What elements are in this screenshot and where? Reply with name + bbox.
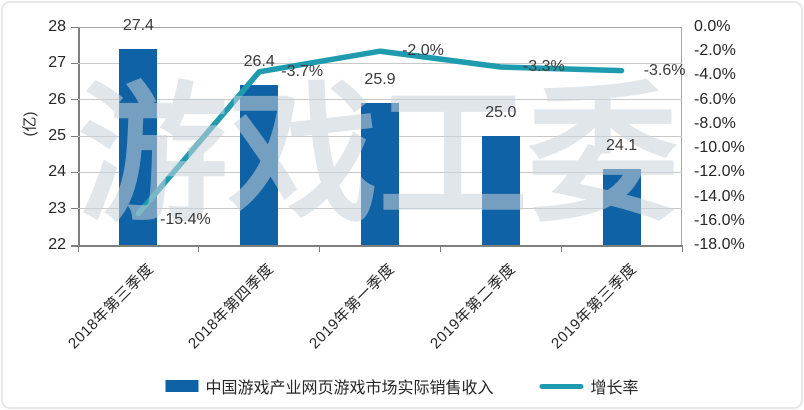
x-axis-tick-label: 2019年第一季度 (306, 260, 399, 353)
legend-item-growth: 增长率 (539, 374, 639, 398)
left-axis-tick-mark (71, 26, 78, 28)
legend-item-revenue: 中国游戏产业网页游戏市场实际销售收入 (165, 374, 494, 398)
left-axis-tick-mark (71, 208, 78, 210)
right-axis-tick-label: -12.0% (694, 163, 745, 181)
right-axis-tick-label: -8.0% (694, 114, 736, 132)
x-axis-line (71, 245, 682, 247)
line-point-label: -3.3% (522, 57, 565, 75)
left-axis-tick-label: 28 (48, 18, 66, 35)
x-axis-tick-mark (319, 245, 321, 252)
gridline (78, 62, 682, 64)
left-axis-tick-mark (71, 171, 78, 173)
left-axis-tick-label: 24 (48, 163, 66, 181)
right-axis-tick-label: -16.0% (694, 211, 745, 229)
right-axis-tick-label: 0.0% (694, 18, 731, 35)
watermark-text: 游戏工委 (77, 71, 678, 239)
bar-value-label: 24.1 (606, 136, 638, 154)
left-axis-tick-mark (71, 99, 78, 101)
bar-value-label: 25.0 (485, 104, 517, 121)
x-axis-tick-mark (439, 245, 441, 252)
x-axis-tick-label: 2018年第三季度 (64, 260, 157, 353)
line-point-label: -3.6% (643, 61, 686, 79)
right-axis-tick-label: -4.0% (694, 66, 736, 84)
x-axis-tick-label: 2019年第二季度 (426, 260, 519, 353)
bar-series-swatch (165, 380, 199, 392)
line-point-label: -15.4% (160, 210, 211, 228)
right-axis-tick-label: -14.0% (694, 187, 745, 205)
right-axis-tick-label: -6.0% (694, 90, 736, 108)
x-axis-tick-mark (681, 245, 683, 252)
x-axis-tick-label: 2018年第四季度 (185, 260, 278, 353)
legend-label-revenue: 中国游戏产业网页游戏市场实际销售收入 (205, 380, 494, 397)
left-axis-tick-mark (71, 244, 78, 246)
left-axis-tick-label: 26 (48, 90, 66, 108)
bar-value-label: 27.4 (122, 16, 154, 34)
x-axis-tick-mark (77, 245, 79, 252)
left-axis-tick-label: 22 (48, 236, 66, 253)
bar-value-label: 25.9 (364, 71, 396, 89)
line-point-label: -2.0% (402, 42, 444, 60)
left-axis-tick-mark (71, 62, 78, 64)
line-point-label: -3.7% (281, 62, 324, 80)
line-series-swatch (539, 383, 584, 389)
legend: 中国游戏产业网页游戏市场实际销售收入 增长率 (165, 374, 639, 398)
left-axis-tick-label: 23 (48, 199, 66, 217)
right-axis-tick-label: -18.0% (694, 236, 745, 253)
left-axis-tick-label: 25 (48, 127, 66, 144)
left-axis-tick-label: 27 (48, 54, 66, 72)
left-axis-tick-mark (71, 135, 78, 137)
right-axis-tick-label: -2.0% (694, 42, 736, 60)
right-axis-tick-label: -10.0% (694, 139, 745, 157)
x-axis-tick-label: 2019年第三季度 (547, 260, 640, 353)
x-axis-tick-mark (560, 245, 562, 252)
legend-label-growth: 增长率 (590, 380, 639, 397)
x-axis-tick-mark (198, 245, 200, 252)
